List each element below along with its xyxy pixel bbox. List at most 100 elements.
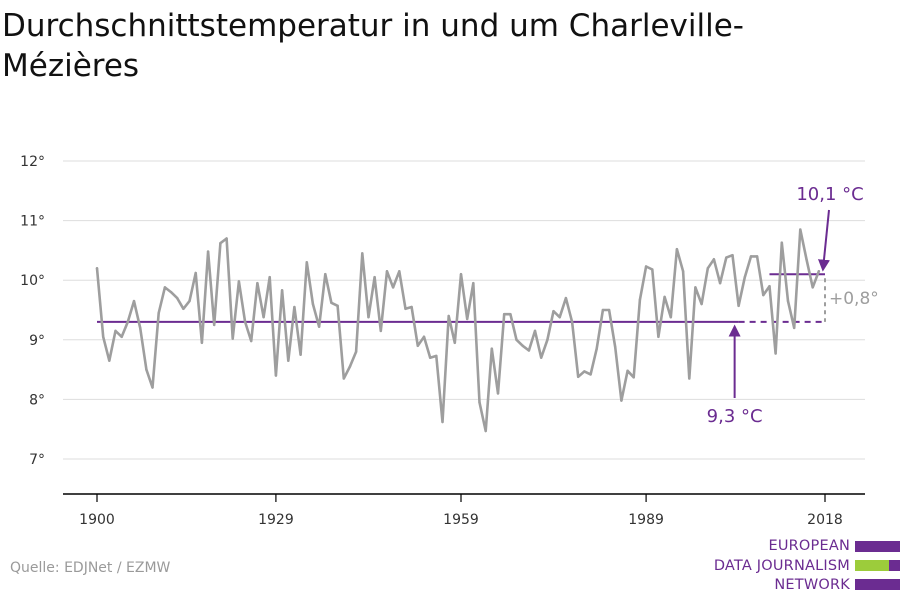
data-point — [367, 315, 370, 319]
chart-title: Durchschnittstemperatur in und um Charle… — [2, 8, 744, 84]
x-tick-label: 1989 — [628, 512, 664, 528]
data-point — [219, 242, 222, 245]
difference-label: +0,8° — [829, 289, 879, 309]
data-point — [324, 273, 327, 276]
data-point — [484, 429, 487, 433]
data-point — [262, 315, 265, 319]
x-tick-label: 1900 — [79, 512, 115, 528]
edjnet-logo[interactable]: EUROPEAN DATA JOURNALISM NETWORK — [700, 537, 900, 597]
data-point — [404, 307, 407, 311]
data-point — [200, 341, 204, 344]
data-point — [243, 320, 247, 324]
data-point — [293, 305, 296, 309]
data-point — [540, 356, 543, 359]
data-point — [101, 335, 105, 339]
data-point — [373, 276, 376, 279]
y-tick-label: 12° — [20, 154, 45, 170]
y-tick-label: 9° — [29, 333, 45, 349]
data-point — [811, 286, 814, 289]
y-tick-labels: 7° 8° 9° 10° 11° 12° — [20, 154, 45, 468]
data-point — [614, 345, 617, 349]
data-point — [336, 304, 339, 308]
logo-line-1: EUROPEAN — [768, 538, 850, 554]
recent-mean-label: 10,1 °C — [796, 184, 863, 205]
data-point — [669, 315, 672, 319]
data-point — [755, 255, 759, 258]
x-tick-labels: 1900 1929 1959 1989 2018 — [63, 493, 865, 528]
data-point — [570, 320, 574, 324]
data-point — [305, 261, 308, 264]
data-point — [805, 258, 808, 261]
data-point — [743, 276, 746, 279]
data-point — [213, 323, 216, 327]
data-point — [725, 256, 728, 259]
data-point — [385, 270, 389, 273]
data-point — [527, 349, 531, 352]
data-point — [657, 335, 660, 339]
data-point — [435, 354, 438, 358]
data-point — [737, 304, 740, 308]
data-point — [459, 273, 463, 276]
data-point — [564, 296, 568, 300]
data-point — [509, 312, 512, 316]
x-tick-label: 1959 — [443, 512, 479, 528]
data-point — [182, 307, 185, 311]
data-point — [515, 338, 518, 341]
logo-text: EUROPEAN DATA JOURNALISM NETWORK — [714, 537, 850, 596]
data-point — [250, 339, 253, 343]
data-point — [502, 312, 506, 316]
data-point — [416, 344, 420, 347]
data-point — [157, 311, 160, 315]
data-point — [194, 271, 197, 275]
data-point — [762, 293, 765, 297]
data-point — [490, 347, 494, 350]
logo-line-3: NETWORK — [774, 577, 850, 593]
data-point — [626, 369, 629, 372]
data-point — [651, 268, 654, 271]
data-point — [595, 347, 598, 350]
logo-bar-1 — [855, 541, 900, 552]
data-point — [601, 308, 605, 312]
baseline-mean-label: 9,3 °C — [707, 406, 763, 427]
data-point — [472, 281, 475, 285]
data-point — [700, 302, 703, 306]
data-point — [533, 329, 537, 333]
data-point — [379, 329, 382, 333]
data-point — [169, 290, 173, 294]
data-point — [114, 329, 117, 333]
data-point — [151, 386, 154, 389]
y-tick-label: 11° — [20, 214, 45, 230]
data-point — [398, 270, 401, 273]
data-point — [749, 255, 753, 258]
data-point — [268, 276, 271, 279]
data-point — [95, 267, 99, 270]
data-point — [348, 365, 352, 368]
logo-bar-2 — [855, 560, 889, 571]
data-point — [792, 326, 796, 330]
data-point — [342, 377, 345, 380]
data-point — [311, 302, 315, 306]
data-point — [558, 315, 561, 319]
data-point — [465, 317, 469, 321]
data-point — [632, 376, 635, 379]
logo-line-2: DATA JOURNALISM — [713, 557, 850, 574]
data-point — [391, 286, 395, 289]
data-point — [552, 309, 555, 313]
series-line-temperature — [95, 228, 821, 433]
data-point — [799, 228, 802, 231]
y-tick-label: 10° — [20, 273, 45, 289]
data-point — [145, 368, 148, 371]
data-point — [688, 377, 691, 380]
gridlines — [63, 160, 865, 460]
y-tick-label: 7° — [29, 452, 45, 468]
data-point — [317, 325, 321, 328]
data-point — [577, 375, 580, 378]
x-tick-label: 1929 — [258, 512, 294, 528]
data-point — [478, 401, 481, 404]
data-point — [681, 270, 685, 273]
data-point — [132, 299, 136, 303]
data-point — [780, 241, 784, 244]
data-point — [256, 281, 259, 285]
source-note: Quelle: EDJNet / EZMW — [10, 560, 171, 576]
data-point — [768, 284, 771, 288]
